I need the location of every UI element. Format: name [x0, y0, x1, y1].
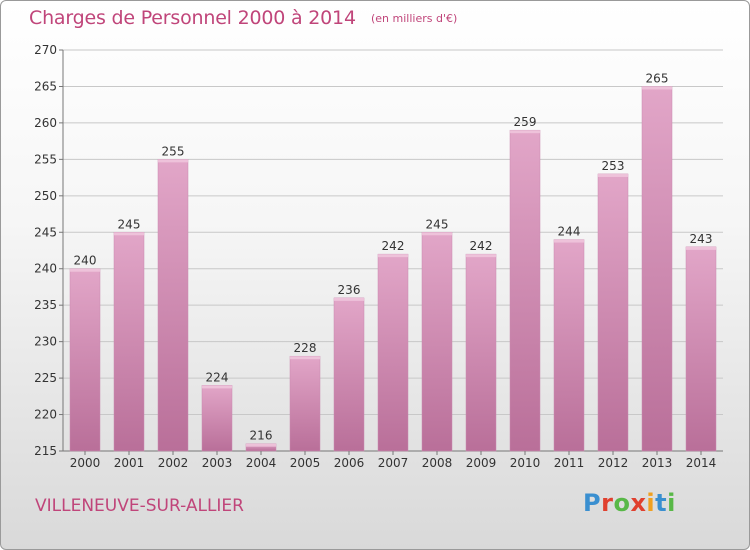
y-tick-label: 260 — [34, 116, 57, 130]
bar-highlight — [114, 232, 144, 236]
bar — [509, 129, 541, 452]
bar-highlight — [334, 297, 364, 301]
x-tick-label: 2004 — [246, 456, 277, 470]
data-label: 242 — [470, 239, 493, 253]
bar — [201, 385, 233, 452]
bar-highlight — [158, 159, 188, 163]
data-label: 224 — [206, 370, 229, 384]
x-tick-label: 2008 — [422, 456, 453, 470]
bar-highlight — [686, 246, 716, 250]
logo-letter: t — [655, 489, 668, 517]
data-label: 240 — [74, 254, 97, 268]
y-tick-label: 235 — [34, 298, 57, 312]
chart-subtitle: (en milliers d'€) — [371, 12, 458, 25]
y-tick-label: 255 — [34, 152, 57, 166]
data-label: 236 — [338, 283, 361, 297]
data-label: 253 — [602, 159, 625, 173]
bar-highlight — [466, 254, 496, 258]
place-name: VILLENEUVE-SUR-ALLIER — [35, 496, 244, 516]
data-label: 255 — [162, 144, 185, 158]
chart-title: Charges de Personnel 2000 à 2014 — [29, 7, 356, 29]
data-label: 259 — [514, 115, 537, 129]
data-label: 244 — [558, 225, 581, 239]
bar — [377, 253, 409, 452]
logo-letter: r — [601, 489, 614, 517]
x-tick-label: 2011 — [554, 456, 585, 470]
bar — [157, 159, 189, 452]
bar — [597, 173, 629, 452]
y-tick-label: 225 — [34, 371, 57, 385]
bar-highlight — [598, 173, 628, 177]
bar — [685, 246, 717, 452]
bar-highlight — [70, 268, 100, 272]
y-tick-label: 265 — [34, 79, 57, 93]
x-tick-label: 2010 — [510, 456, 541, 470]
bar-highlight — [290, 356, 320, 360]
bar — [333, 297, 365, 452]
x-tick-label: 2000 — [70, 456, 101, 470]
bar-highlight — [246, 443, 276, 447]
data-label: 245 — [118, 217, 141, 231]
y-tick-label: 240 — [34, 262, 57, 276]
bar — [69, 268, 101, 452]
y-tick-label: 245 — [34, 225, 57, 239]
x-tick-label: 2009 — [466, 456, 497, 470]
y-tick-label: 250 — [34, 189, 57, 203]
logo-letter: P — [583, 489, 602, 517]
bar-highlight — [510, 130, 540, 134]
x-tick-label: 2002 — [158, 456, 189, 470]
logo-letter: i — [667, 489, 676, 517]
bar — [421, 232, 453, 452]
y-tick-label: 270 — [34, 43, 57, 57]
x-tick-label: 2014 — [686, 456, 717, 470]
x-tick-label: 2005 — [290, 456, 321, 470]
bar-highlight — [378, 254, 408, 258]
x-tick-label: 2003 — [202, 456, 233, 470]
bar — [553, 239, 585, 452]
x-tick-label: 2007 — [378, 456, 409, 470]
logo-letter: i — [646, 489, 656, 517]
x-tick-label: 2013 — [642, 456, 673, 470]
x-tick-label: 2006 — [334, 456, 365, 470]
y-tick-label: 230 — [34, 335, 57, 349]
bar — [289, 355, 321, 452]
bar-highlight — [202, 385, 232, 389]
data-label: 216 — [250, 429, 273, 443]
bar — [641, 86, 673, 452]
x-tick-label: 2012 — [598, 456, 629, 470]
logo-letter: o — [613, 489, 631, 517]
bar — [113, 232, 145, 452]
bar-highlight — [422, 232, 452, 236]
data-label: 243 — [690, 232, 713, 246]
logo-letter: x — [630, 489, 647, 517]
data-label: 228 — [294, 341, 317, 355]
bar-highlight — [554, 239, 584, 243]
y-tick-label: 220 — [34, 408, 57, 422]
data-label: 245 — [426, 217, 449, 231]
data-label: 265 — [646, 71, 669, 85]
y-tick-label: 215 — [34, 444, 57, 458]
bar — [465, 253, 497, 452]
data-label: 242 — [382, 239, 405, 253]
bar-highlight — [642, 86, 672, 90]
proxiti-logo: Proxiti — [583, 489, 676, 517]
x-tick-label: 2001 — [114, 456, 145, 470]
